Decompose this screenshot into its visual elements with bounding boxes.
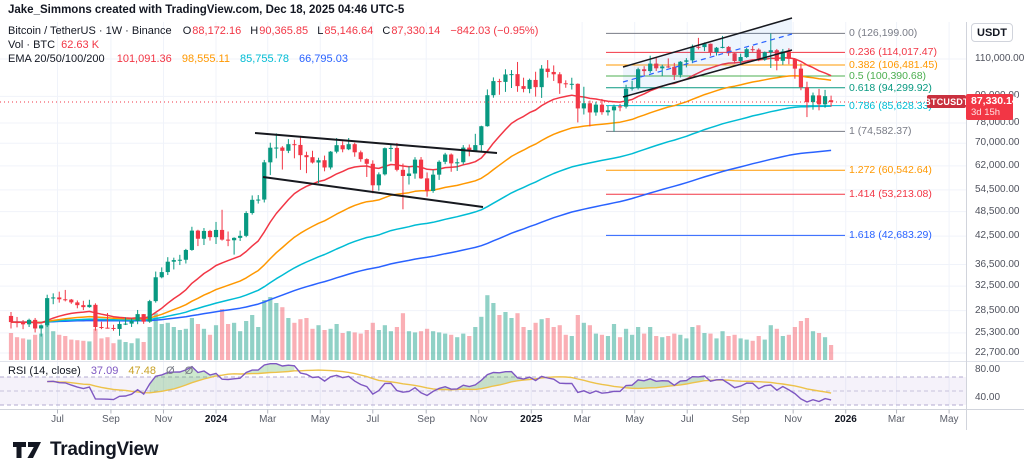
rsi-legend-row[interactable]: RSI (14, close) 37.09 47.48 Ø Ø [8,365,193,377]
close-prefix: C [382,25,391,37]
symbol-legend-row[interactable]: Bitcoin / TetherUS · 1W · Binance O88,17… [8,25,538,38]
rsi-hidden-1: Ø [166,365,175,377]
low-value: 85,146.64 [324,25,374,37]
symbol-price-tag[interactable]: BTCUSDT [924,95,969,109]
symbol-title: Bitcoin / TetherUS · 1W · Binance [8,25,172,37]
open-value: 88,172.16 [192,25,242,37]
volume-label: Vol · BTC [8,39,56,51]
tradingview-logo-icon [13,442,41,458]
rsi-label: RSI (14, close) [8,365,81,377]
current-price-value: 87,330.14 [971,95,1018,108]
high-prefix: H [250,25,259,37]
rsi-value: 37.09 [90,365,119,377]
current-price-axis-label[interactable]: 87,330.14 3d 15h [966,93,1018,120]
ema20-value: 101,091.36 [116,53,172,65]
footer-branding[interactable]: TradingView [12,439,159,461]
attribution-text: Jake_Simmons created with TradingView.co… [8,4,405,16]
rsi-hidden-2: Ø [184,365,194,377]
rsi-ma-value: 47.48 [128,365,156,377]
open-prefix: O [182,25,192,37]
ema100-value: 85,755.78 [240,53,289,65]
ema-legend-row[interactable]: EMA 20/50/100/200 101,091.36 98,555.11 8… [8,53,348,66]
ema200-value: 66,795.03 [299,53,348,65]
volume-value: 62.63 K [61,39,100,51]
bar-countdown: 3d 15h [971,107,1001,119]
close-value: 87,330.14 [391,25,441,37]
change-value: −842.03 (−0.95%) [450,25,539,37]
volume-legend-row[interactable]: Vol · BTC 62.63 K [8,39,99,52]
low-prefix: L [317,25,324,37]
tradingview-logo-text: TradingView [50,439,159,460]
high-value: 90,365.85 [259,25,309,37]
currency-toggle-button[interactable]: USDT [971,23,1013,42]
ema50-value: 98,555.11 [181,53,230,65]
ema-label: EMA 20/50/100/200 [8,53,105,65]
